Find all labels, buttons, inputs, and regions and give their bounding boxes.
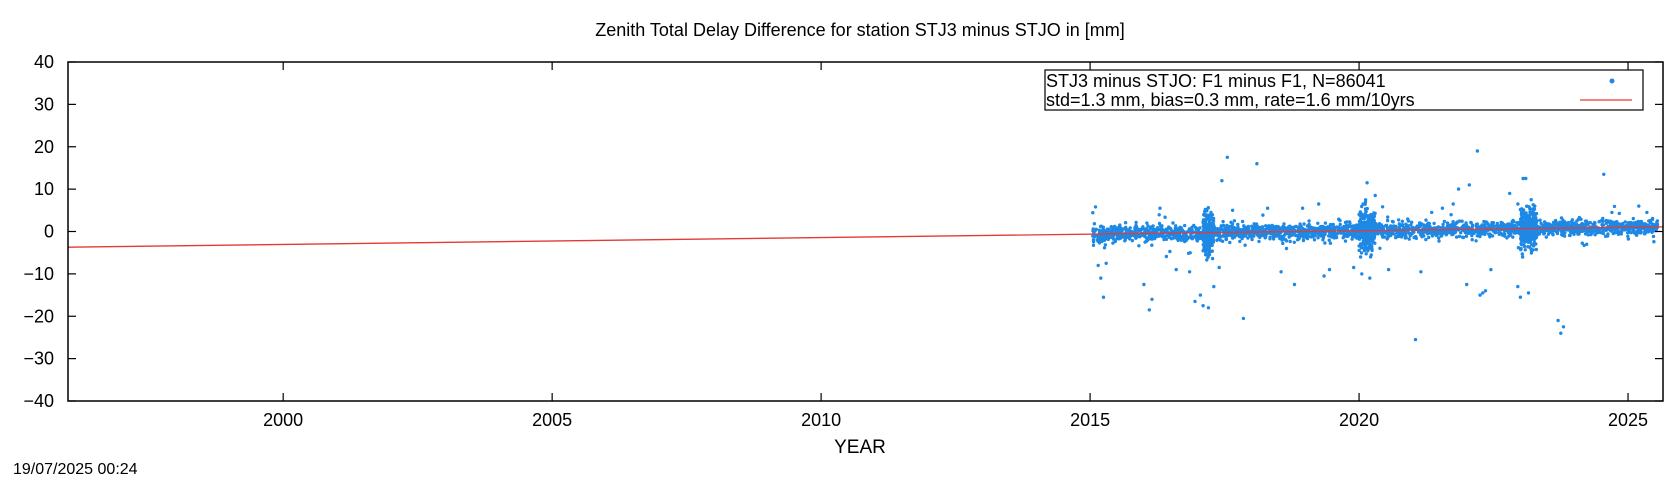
x-tick-label: 2010 (801, 410, 841, 430)
y-tick-label: −10 (23, 264, 54, 284)
data-layer (68, 149, 1663, 342)
legend-label-fit: std=1.3 mm, bias=0.3 mm, rate=1.6 mm/10y… (1046, 90, 1415, 110)
scatter-points (1091, 149, 1660, 342)
legend-label-points: STJ3 minus STJO: F1 minus F1, N=86041 (1046, 71, 1386, 91)
x-tick-label: 2000 (263, 410, 303, 430)
x-tick-label: 2020 (1339, 410, 1379, 430)
legend-box (1044, 69, 1644, 111)
x-tick-label: 2025 (1608, 410, 1648, 430)
chart-title: Zenith Total Delay Difference for statio… (595, 20, 1125, 40)
legend-swatch-points (1609, 78, 1615, 84)
x-tick-label: 2005 (532, 410, 572, 430)
y-tick-label: 20 (34, 137, 54, 157)
x-axis-label: YEAR (834, 437, 886, 458)
axes: 2000 2005 2010 2015 2020 2025403020100−10−20−… (23, 52, 1663, 430)
legend: STJ3 minus STJO: F1 minus F1, N=86041 st… (1044, 69, 1644, 111)
y-tick-label: 30 (34, 94, 54, 114)
fit-line (68, 226, 1663, 248)
y-tick-label: 10 (34, 179, 54, 199)
y-tick-label: −20 (23, 306, 54, 326)
x-tick-label: 2015 (1070, 410, 1110, 430)
y-tick-label: −40 (23, 391, 54, 411)
y-tick-label: 40 (34, 52, 54, 72)
timestamp: 19/07/2025 00:24 (13, 461, 138, 478)
y-tick-label: −30 (23, 349, 54, 369)
y-tick-label: 0 (44, 222, 54, 242)
